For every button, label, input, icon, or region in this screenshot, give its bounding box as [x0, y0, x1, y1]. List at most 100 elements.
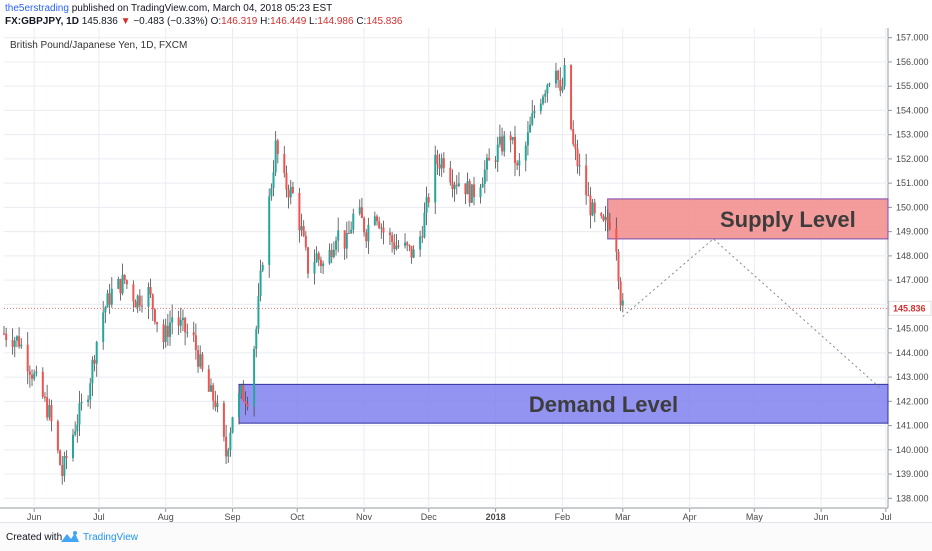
candle-body: [197, 350, 200, 367]
candle-body: [283, 154, 286, 174]
x-tick-label: Jun: [814, 512, 829, 522]
candle-body: [606, 216, 609, 223]
candle-body: [570, 65, 573, 129]
candle-body: [93, 359, 96, 364]
candle-body: [274, 140, 277, 173]
candle-body: [615, 228, 618, 252]
candle-body: [255, 328, 258, 349]
candle-body: [11, 340, 14, 347]
candle-body: [533, 111, 536, 114]
candle-body: [33, 373, 36, 379]
candle-body: [481, 183, 484, 188]
candle-body: [406, 242, 409, 246]
candle-body: [171, 317, 174, 323]
high-label: H:: [260, 16, 271, 27]
candle-body: [192, 332, 195, 336]
candle-body: [169, 322, 172, 337]
candle-body: [5, 333, 8, 341]
candle-body: [591, 202, 594, 216]
projection-path: [622, 238, 882, 390]
candle-body: [242, 385, 245, 401]
candle-body: [335, 240, 338, 250]
candle-body: [464, 183, 467, 195]
chart-title: British Pound/Japanese Yen, 1D, FXCM: [10, 40, 187, 51]
candle-body: [61, 465, 64, 476]
candle-body: [442, 158, 445, 168]
candle-body: [498, 136, 501, 145]
candle-body: [330, 249, 333, 258]
tradingview-logo-icon: [61, 531, 79, 542]
candle-body: [423, 212, 426, 238]
candle-body: [576, 148, 579, 167]
candle-body: [186, 332, 189, 334]
candle-body: [179, 319, 182, 326]
y-tick-label: 152.000: [896, 154, 929, 164]
candle-body: [119, 278, 122, 294]
candle-body: [557, 70, 560, 80]
x-tick-label: Aug: [158, 512, 174, 522]
candle-body: [404, 242, 407, 246]
candle-body: [80, 401, 83, 404]
candle-body: [106, 293, 109, 308]
candle-body: [546, 84, 549, 94]
candle-body: [358, 207, 361, 214]
candle-body: [451, 182, 454, 190]
candle-body: [395, 245, 398, 250]
candle-body: [412, 249, 415, 258]
down-arrow-icon: ▼: [120, 16, 131, 27]
candle-body: [440, 158, 443, 169]
supply-zone: [607, 198, 889, 240]
candle-body: [347, 232, 350, 234]
tradingview-brand[interactable]: TradingView: [83, 532, 139, 543]
candle-body: [483, 169, 486, 184]
candle-body: [419, 236, 422, 250]
candle-body: [147, 287, 150, 307]
candle-body: [503, 135, 506, 152]
candle-body: [345, 232, 348, 249]
candle-body: [43, 396, 46, 398]
x-tick-label: 2018: [486, 512, 506, 522]
candle-body: [108, 293, 111, 305]
username-link[interactable]: the5erstrading: [5, 3, 69, 14]
candle-body: [26, 344, 29, 372]
candle-body: [78, 403, 81, 425]
candle-body: [544, 93, 547, 97]
demand-zone: [238, 383, 889, 424]
y-tick-label: 149.000: [896, 227, 929, 237]
candle-body: [509, 135, 512, 141]
candle-body: [117, 278, 120, 289]
candle-body: [593, 202, 596, 214]
candle-body: [102, 312, 105, 343]
candle-body: [518, 160, 521, 166]
close-value: 145.836: [366, 16, 403, 27]
candle-body: [28, 371, 31, 375]
candle-body: [181, 317, 184, 320]
candle-body: [352, 213, 355, 230]
candle-body: [89, 383, 92, 400]
candle-body: [397, 245, 400, 247]
candle-body: [531, 113, 534, 125]
candle-body: [376, 216, 379, 222]
candle-body: [91, 359, 94, 384]
candle-body: [350, 229, 353, 234]
candle-body: [619, 281, 622, 306]
price-chart[interactable]: 138.000 139.000 140.000 141.000 142.000 143.0…: [0, 28, 932, 522]
y-tick-label: 151.000: [896, 178, 929, 188]
candle-body: [585, 165, 588, 196]
candle-body: [363, 217, 366, 233]
candle-body: [20, 344, 23, 347]
candle-body: [276, 140, 279, 155]
candle-body: [455, 184, 458, 186]
candle-body: [425, 197, 428, 213]
candle-body: [315, 253, 318, 263]
price-badge-label: 145.836: [893, 303, 926, 313]
candle-body: [304, 235, 307, 248]
candle-body: [496, 144, 499, 162]
candle-body: [621, 300, 624, 306]
candle-body: [76, 424, 79, 432]
candle-body: [516, 162, 519, 166]
candle-body: [561, 86, 564, 91]
candle-body: [207, 369, 210, 392]
candle-body: [253, 348, 256, 407]
candle-body: [307, 247, 310, 274]
